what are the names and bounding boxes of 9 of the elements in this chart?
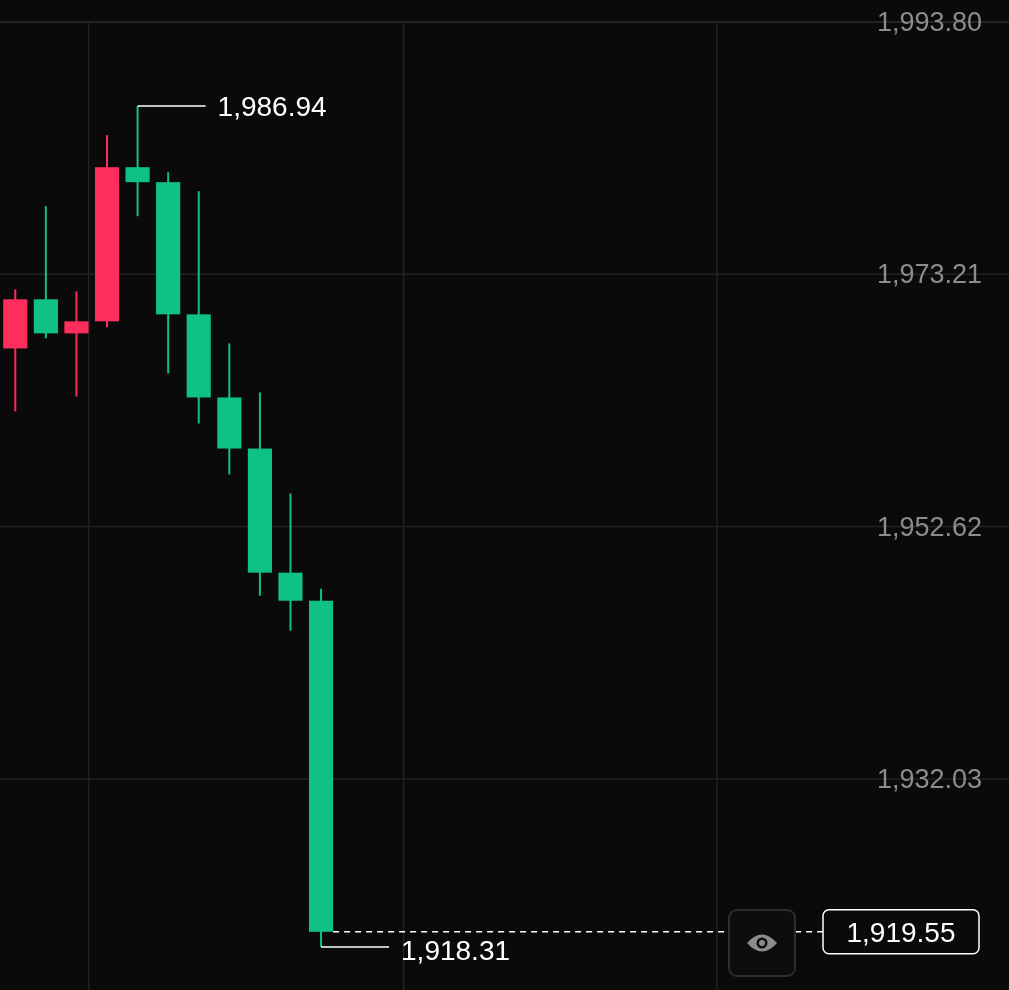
candlestick (64, 290, 89, 398)
annotation: 1,986.94 (217, 90, 327, 122)
annotation: 1,918.31 (401, 934, 511, 966)
ref-line-label: 1,919.55 (846, 916, 956, 948)
y-tick-label: 1,932.03 (876, 764, 982, 795)
y-tick-label: 1,993.80 (876, 7, 982, 38)
y-tick-label: 1,973.21 (876, 259, 982, 290)
y-tick-label: 1,952.62 (876, 511, 982, 542)
candlestick (125, 105, 150, 218)
